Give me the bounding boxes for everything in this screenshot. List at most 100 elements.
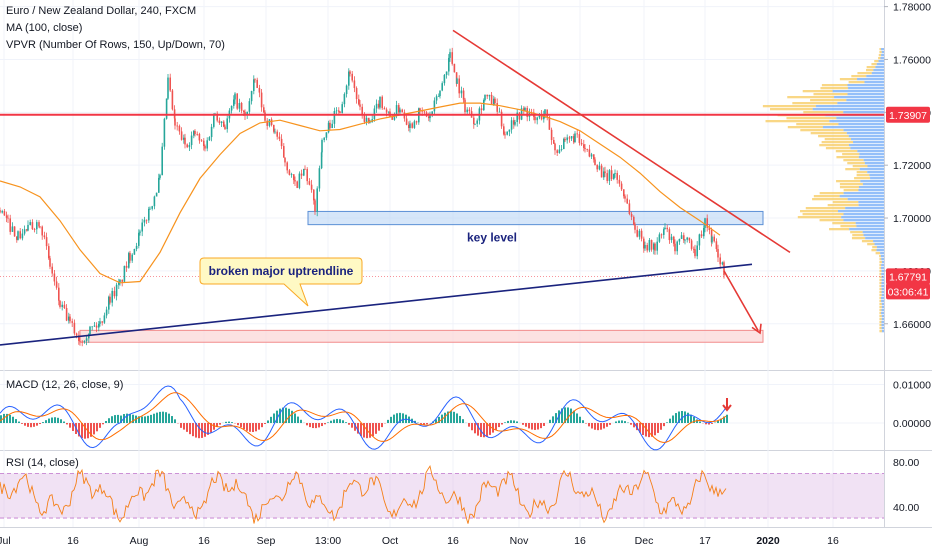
candle-body bbox=[678, 238, 681, 242]
candle-body bbox=[598, 165, 601, 170]
candle-body bbox=[208, 137, 211, 141]
vpvr-down-bar bbox=[839, 78, 858, 81]
vpvr-down-bar bbox=[787, 126, 823, 129]
candle-body bbox=[17, 231, 19, 240]
candle-body bbox=[663, 229, 665, 235]
candle-body bbox=[288, 170, 291, 175]
vpvr-up-bar bbox=[859, 153, 884, 156]
macd-histogram-bar bbox=[666, 422, 668, 424]
x-tick-label: Sep bbox=[257, 535, 276, 547]
vpvr-up-bar bbox=[881, 288, 884, 291]
macd-histogram-bar bbox=[63, 421, 65, 424]
vpvr-up-bar bbox=[881, 327, 884, 330]
vpvr-down-bar bbox=[867, 243, 875, 246]
x-tick-label: 16 bbox=[827, 535, 839, 547]
macd-histogram-bar bbox=[129, 413, 131, 424]
candle-body bbox=[53, 273, 56, 282]
macd-histogram-bar bbox=[339, 419, 341, 424]
macd-histogram-bar bbox=[369, 423, 371, 438]
macd-histogram-bar bbox=[99, 423, 101, 428]
candle-body bbox=[483, 100, 485, 111]
rsi-band bbox=[0, 473, 884, 519]
vpvr-up-bar bbox=[864, 81, 884, 84]
vpvr-up-bar bbox=[874, 243, 884, 246]
macd-histogram-bar bbox=[462, 419, 464, 424]
macd-histogram-bar bbox=[495, 423, 497, 430]
candle-body bbox=[321, 140, 323, 153]
candle-body bbox=[69, 316, 71, 322]
candle-body bbox=[180, 131, 183, 140]
macd-histogram-bar bbox=[435, 419, 437, 424]
macd-histogram-bar bbox=[567, 407, 569, 424]
macd-histogram-bar bbox=[525, 423, 527, 427]
vpvr-down-bar bbox=[851, 237, 866, 240]
candle-body bbox=[464, 99, 466, 113]
vpvr-down-bar bbox=[839, 183, 863, 186]
candle-body bbox=[163, 118, 166, 147]
macd-histogram-bar bbox=[690, 414, 692, 424]
candle-body bbox=[19, 231, 21, 239]
vpvr-down-bar bbox=[819, 144, 849, 147]
vpvr-down-bar bbox=[812, 198, 848, 201]
candle-body bbox=[216, 113, 218, 121]
candle-body bbox=[576, 133, 578, 135]
macd-histogram-bar bbox=[54, 417, 56, 424]
candle-body bbox=[51, 266, 53, 274]
vpvr-down-bar bbox=[819, 192, 844, 195]
candle-body bbox=[220, 121, 223, 123]
candle-body bbox=[178, 125, 181, 132]
candle-body bbox=[523, 108, 525, 111]
vpvr-down-bar bbox=[827, 204, 859, 207]
candle-body bbox=[419, 108, 421, 111]
macd-histogram-bar bbox=[561, 408, 563, 424]
candle-body bbox=[568, 137, 571, 139]
macd-histogram-bar bbox=[492, 423, 494, 433]
vpvr-up-bar bbox=[881, 261, 884, 264]
macd-histogram-bar bbox=[723, 416, 725, 424]
macd-histogram-bar bbox=[549, 419, 551, 424]
y-tick-label: 1.66000 bbox=[893, 319, 931, 331]
vpvr-up-bar bbox=[881, 330, 884, 333]
candle-body bbox=[593, 154, 595, 160]
candle-body bbox=[674, 243, 676, 252]
macd-histogram-bar bbox=[615, 421, 617, 424]
candle-body bbox=[458, 78, 460, 94]
candle-body bbox=[264, 112, 266, 121]
candle-body bbox=[320, 152, 323, 169]
vpvr-down-bar bbox=[787, 96, 835, 99]
candle-body bbox=[200, 140, 203, 142]
candle-body bbox=[546, 109, 548, 117]
x-tick-label: Jul bbox=[0, 535, 11, 547]
candle-body bbox=[656, 241, 658, 251]
y-tick-label: 1.76000 bbox=[893, 54, 931, 66]
macd-histogram-bar bbox=[225, 421, 227, 424]
candle-body bbox=[453, 63, 456, 73]
candle-body bbox=[333, 111, 336, 124]
macd-histogram-bar bbox=[594, 423, 596, 430]
candle-body bbox=[234, 93, 236, 100]
candle-body bbox=[693, 248, 695, 250]
vpvr-down-bar bbox=[765, 120, 830, 123]
macd-histogram-bar bbox=[327, 422, 329, 424]
vpvr-down-bar bbox=[879, 291, 882, 294]
macd-histogram-bar bbox=[216, 423, 218, 428]
macd-histogram-bar bbox=[102, 423, 104, 425]
vpvr-down-bar bbox=[836, 156, 859, 159]
candle-body bbox=[503, 126, 505, 135]
vpvr-up-bar bbox=[845, 207, 884, 210]
macd-histogram-bar bbox=[480, 423, 482, 437]
vpvr-down-bar bbox=[805, 207, 846, 210]
macd-histogram-bar bbox=[597, 423, 599, 431]
vpvr-down-bar bbox=[878, 54, 882, 57]
candle-body bbox=[158, 177, 160, 193]
vpvr-up-bar bbox=[881, 51, 884, 54]
candle-body bbox=[613, 173, 615, 180]
candle-body bbox=[628, 203, 631, 214]
candle-body bbox=[713, 236, 715, 242]
macd-histogram-bar bbox=[183, 423, 185, 430]
candle-body bbox=[494, 98, 496, 104]
candle-body bbox=[246, 111, 248, 116]
macd-histogram-bar bbox=[147, 415, 149, 424]
candle-body bbox=[190, 135, 193, 146]
macd-histogram-bar bbox=[618, 420, 620, 424]
